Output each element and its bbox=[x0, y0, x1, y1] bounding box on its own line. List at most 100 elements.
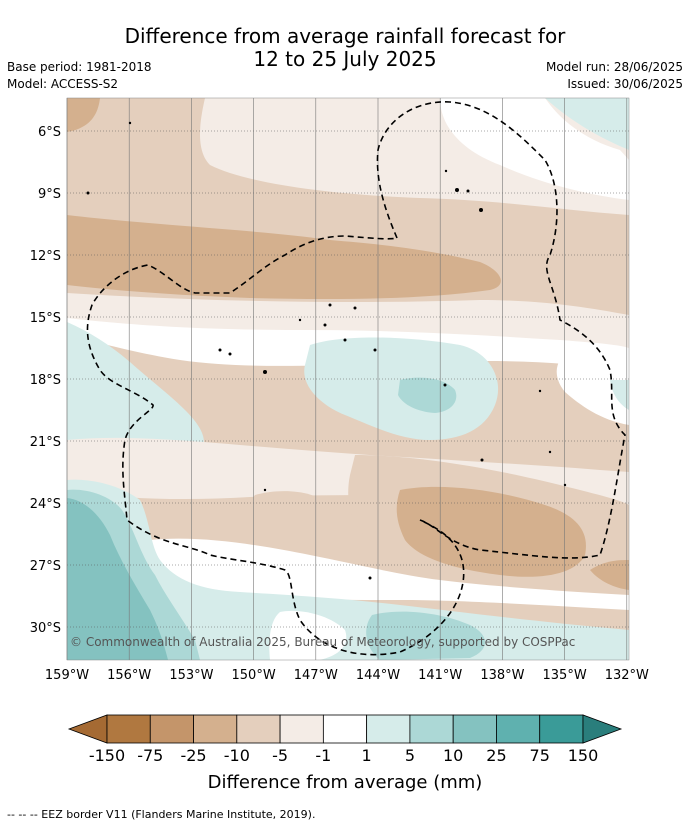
colorbar-box bbox=[409, 714, 454, 744]
island bbox=[353, 306, 357, 310]
issued-text: Issued: 30/06/2025 bbox=[567, 77, 683, 91]
lat-label: 30°S bbox=[30, 621, 61, 636]
colorbar-box bbox=[193, 714, 238, 744]
colorbar-box bbox=[452, 714, 497, 744]
island bbox=[563, 483, 567, 487]
lon-label: 159°W bbox=[45, 668, 89, 683]
lon-label: 132°W bbox=[605, 668, 649, 683]
island bbox=[328, 303, 332, 307]
base-period-text: Base period: 1981-2018 bbox=[7, 60, 152, 74]
model-text: Model: ACCESS-S2 bbox=[7, 77, 119, 91]
colorbar-tick-label: -10 bbox=[224, 746, 250, 765]
eez-legend-note: -- -- -- EEZ border V11 (Flanders Marine… bbox=[7, 808, 316, 821]
island bbox=[479, 208, 483, 212]
region-teal-southwest-dark bbox=[67, 498, 168, 660]
eez-border-line bbox=[86, 101, 626, 656]
colorbar-box bbox=[236, 714, 281, 744]
island bbox=[548, 450, 552, 454]
island bbox=[298, 318, 302, 322]
gridlines bbox=[66, 98, 629, 660]
meta-right: Model run: 28/06/2025 Issued: 30/06/2025 bbox=[546, 59, 683, 93]
island bbox=[368, 576, 372, 580]
colorbar-tick-label: 10 bbox=[443, 746, 463, 765]
lat-label: 15°S bbox=[30, 311, 61, 326]
lon-label: 141°W bbox=[418, 668, 462, 683]
lat-label: 27°S bbox=[30, 559, 61, 574]
chart-title-line2: 12 to 25 July 2025 bbox=[253, 47, 437, 71]
colorbar-box bbox=[539, 714, 584, 744]
rainfall-map: © Commonwealth of Australia 2025, Bureau… bbox=[30, 97, 649, 793]
island bbox=[218, 348, 222, 352]
lon-label: 144°W bbox=[356, 668, 400, 683]
colorbar-tick-label: -1 bbox=[315, 746, 331, 765]
map-frame bbox=[66, 97, 630, 661]
colorbar-tick-label: -75 bbox=[137, 746, 163, 765]
islands bbox=[86, 121, 567, 580]
island bbox=[228, 352, 232, 356]
lat-label: 9°S bbox=[38, 187, 61, 202]
eez-border bbox=[86, 101, 626, 656]
region-brown-southeast bbox=[590, 560, 629, 590]
colorbar-box bbox=[366, 714, 411, 744]
colorbar: -150 -75 -25 -10 -5 -1 1 5 10 25 75 150 bbox=[67, 714, 623, 765]
colorbar-tick-label: -150 bbox=[89, 746, 125, 765]
island bbox=[444, 169, 448, 173]
lat-label: 21°S bbox=[30, 435, 61, 450]
region-teal-east bbox=[610, 380, 629, 410]
colorbar-box bbox=[149, 714, 194, 744]
island bbox=[86, 191, 90, 195]
island bbox=[343, 338, 347, 342]
copyright-text: © Commonwealth of Australia 2025, Bureau… bbox=[70, 635, 575, 649]
island bbox=[373, 348, 377, 352]
colorbar-tick-label: -25 bbox=[180, 746, 206, 765]
colorbar-title: Difference from average (mm) bbox=[208, 772, 483, 793]
lon-label: 156°W bbox=[107, 668, 151, 683]
region-white-south bbox=[150, 538, 629, 610]
island bbox=[480, 458, 484, 462]
lon-label: 138°W bbox=[480, 668, 524, 683]
lat-label: 6°S bbox=[38, 125, 61, 140]
region-teal-center-mid bbox=[398, 377, 457, 413]
region-white-south-center bbox=[269, 610, 347, 660]
colorbar-box bbox=[106, 714, 151, 744]
colorbar-tick-label: 150 bbox=[568, 746, 599, 765]
colorbar-box bbox=[322, 714, 368, 744]
island bbox=[466, 189, 470, 193]
model-run-text: Model run: 28/06/2025 bbox=[545, 60, 683, 74]
region-teal-west bbox=[67, 322, 205, 463]
island bbox=[455, 188, 459, 192]
lon-label: 147°W bbox=[294, 668, 338, 683]
region-teal-northeast bbox=[545, 98, 629, 150]
island bbox=[323, 323, 327, 327]
chart-title-line1: Difference from average rainfall forecas… bbox=[124, 24, 566, 48]
island bbox=[263, 370, 267, 374]
lon-label: 135°W bbox=[543, 668, 587, 683]
region-teal-south-blob bbox=[366, 611, 485, 660]
region-brown-central bbox=[67, 215, 501, 300]
colorbar-tick-label: 75 bbox=[530, 746, 550, 765]
colorbar-tick-label: -5 bbox=[272, 746, 288, 765]
colorbar-extend-high bbox=[582, 714, 623, 744]
colorbar-extend-low bbox=[67, 714, 108, 744]
lon-label: 150°W bbox=[232, 668, 276, 683]
meta-left: Base period: 1981-2018 Model: ACCESS-S2 bbox=[7, 59, 152, 93]
lat-label: 18°S bbox=[30, 373, 61, 388]
lat-label: 12°S bbox=[30, 249, 61, 264]
colorbar-box bbox=[496, 714, 541, 744]
lon-label: 153°W bbox=[169, 668, 213, 683]
colorbar-tick-label: 1 bbox=[362, 746, 372, 765]
colorbar-box bbox=[279, 714, 324, 744]
colorbar-tick-label: 25 bbox=[486, 746, 506, 765]
island bbox=[263, 488, 267, 492]
island bbox=[128, 121, 132, 125]
colorbar-tick-label: 5 bbox=[405, 746, 415, 765]
longitude-labels: 159°W 156°W 153°W 150°W 147°W 144°W 141°W 138°W… bbox=[45, 668, 649, 683]
lat-label: 24°S bbox=[30, 497, 61, 512]
region-brown-northwest bbox=[67, 98, 100, 132]
region-brown-south-dark bbox=[396, 486, 586, 577]
island bbox=[538, 389, 542, 393]
latitude-labels: 6°S 9°S 12°S 15°S 18°S 21°S 24°S 27°S 30°S bbox=[30, 125, 61, 636]
region-teal-southwest-light bbox=[67, 479, 629, 660]
region-brown-blob bbox=[249, 491, 331, 543]
island bbox=[443, 383, 447, 387]
